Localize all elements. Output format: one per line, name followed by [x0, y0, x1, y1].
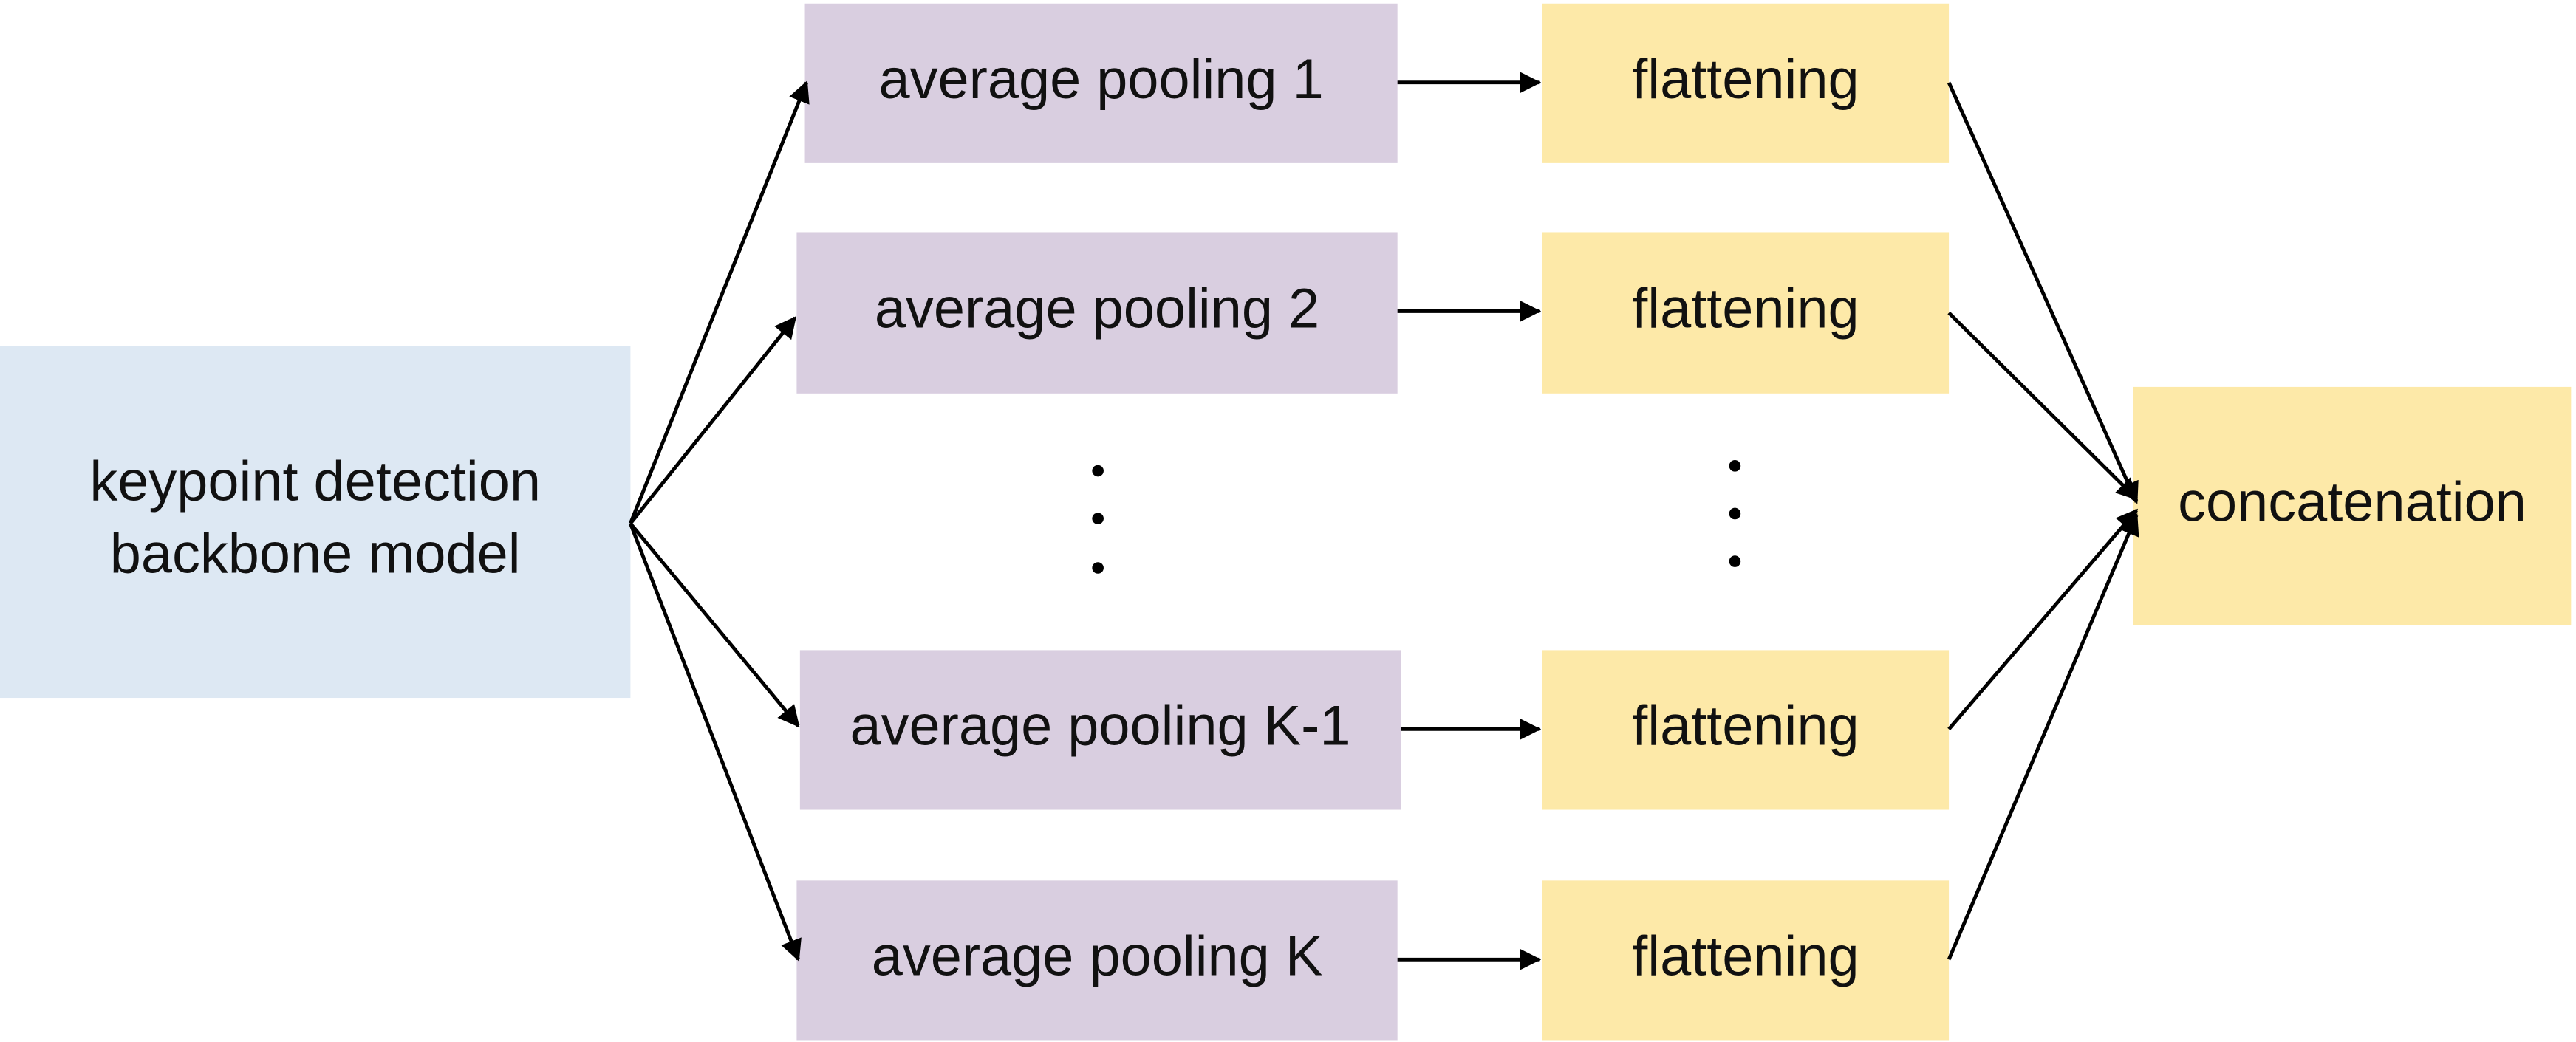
- node-label: flattening: [1632, 925, 1859, 987]
- node-label: average pooling 2: [875, 278, 1319, 340]
- arrow: [1947, 508, 2139, 730]
- arrow: [1947, 513, 2139, 961]
- arrows: [629, 72, 2139, 970]
- arrow: [629, 316, 797, 525]
- arrow: [629, 80, 810, 524]
- flatten-box: [1542, 650, 1950, 810]
- flatten-box: [1542, 232, 1950, 394]
- dot: [1092, 562, 1104, 574]
- flatten-box: [1542, 880, 1950, 1041]
- dot: [1092, 513, 1104, 524]
- node-label: concatenation: [2178, 470, 2527, 533]
- dot: [1092, 465, 1104, 477]
- node-label: average pooling 1: [878, 48, 1323, 111]
- backbone-box: [0, 346, 631, 699]
- arrow: [629, 522, 802, 962]
- dot: [1729, 460, 1741, 472]
- pooling-box: [796, 880, 1398, 1041]
- arrow: [629, 522, 800, 728]
- pooling-box: [804, 3, 1398, 163]
- node-label: average pooling K-1: [850, 694, 1350, 757]
- arrow: [1947, 81, 2139, 504]
- flatten-box: [1542, 3, 1950, 163]
- dot: [1729, 507, 1741, 520]
- node-label: keypoint detection: [89, 450, 541, 513]
- node-label: flattening: [1632, 278, 1859, 340]
- pooling-box: [796, 232, 1398, 394]
- boxes: keypoint detection backbone model average …: [0, 3, 2572, 1041]
- concat-box: [2133, 386, 2572, 625]
- arrow: [1947, 311, 2139, 501]
- dot: [1729, 555, 1741, 567]
- node-label: backbone model: [110, 523, 521, 586]
- node-label: flattening: [1632, 48, 1859, 111]
- node-label: flattening: [1632, 694, 1859, 757]
- ellipsis: [1092, 460, 1741, 574]
- node-label: average pooling K: [872, 925, 1323, 987]
- pooling-box: [799, 650, 1401, 810]
